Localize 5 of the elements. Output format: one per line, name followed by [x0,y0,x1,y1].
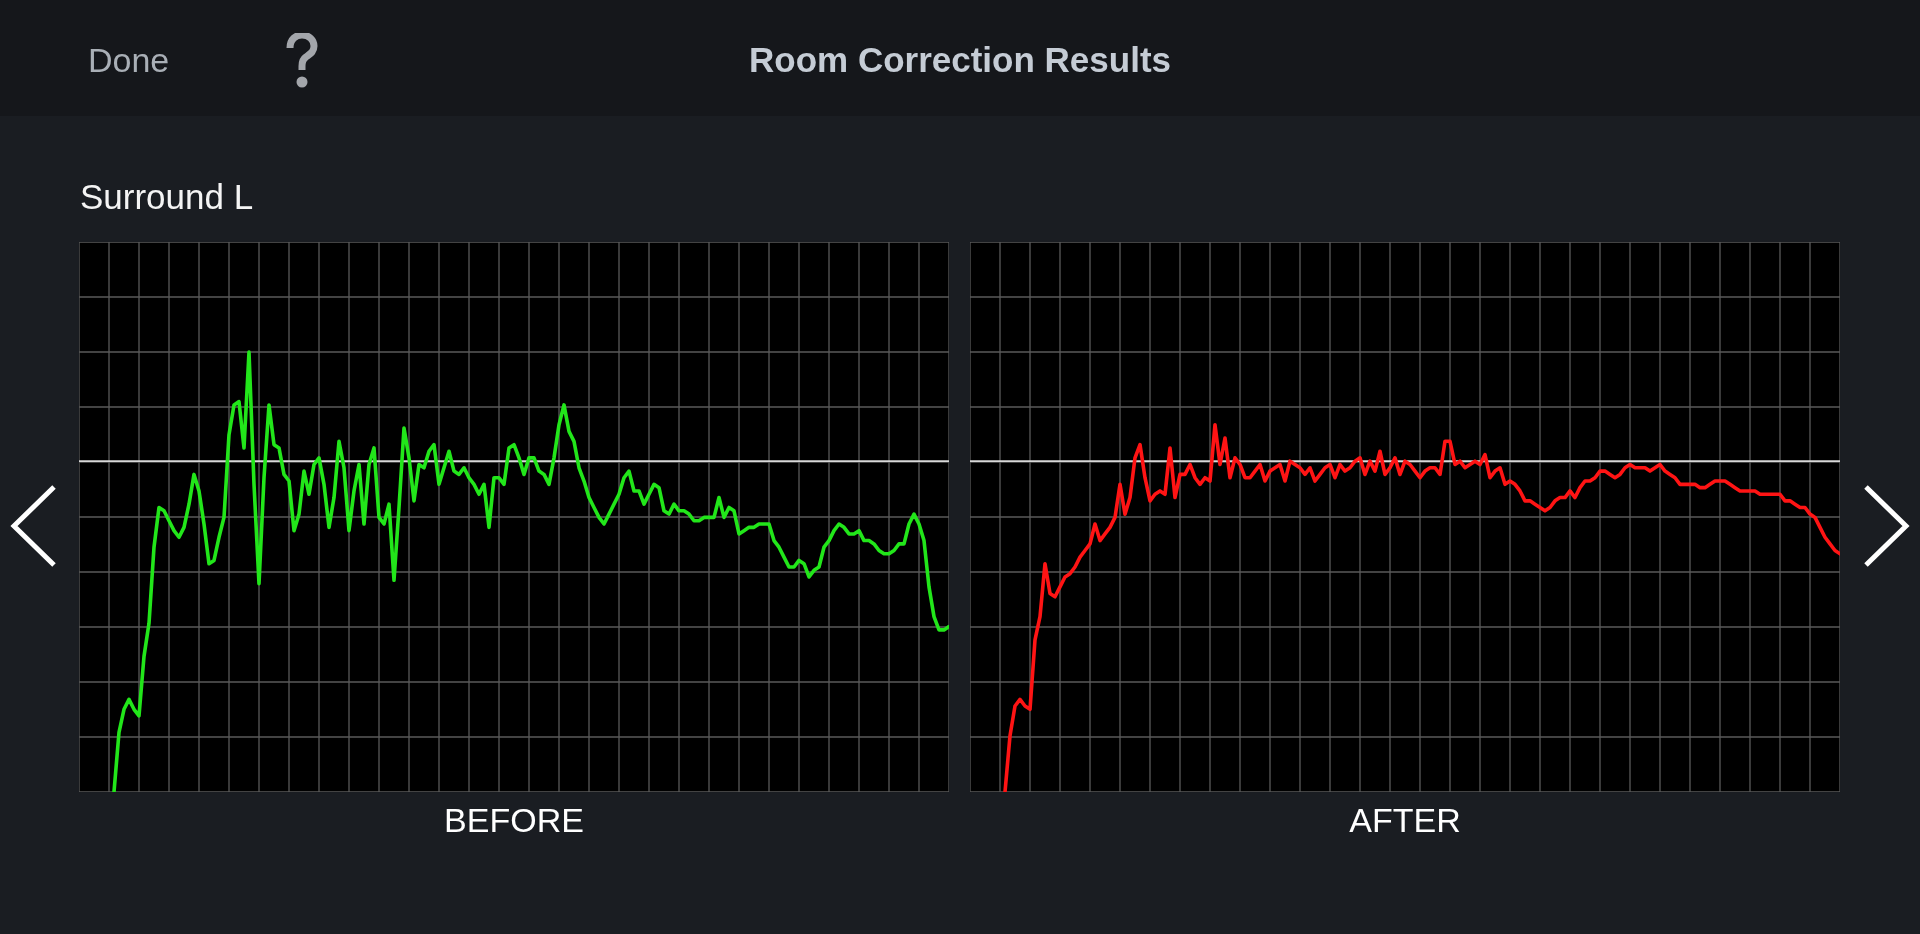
x-axis-title: AFTER [1348,800,1462,841]
chart-subtitle: Surround L [80,176,254,218]
chart-title: Room Correction Results [748,39,1172,81]
x-axis-title: BEFORE [443,800,585,841]
text: Done [88,40,170,81]
